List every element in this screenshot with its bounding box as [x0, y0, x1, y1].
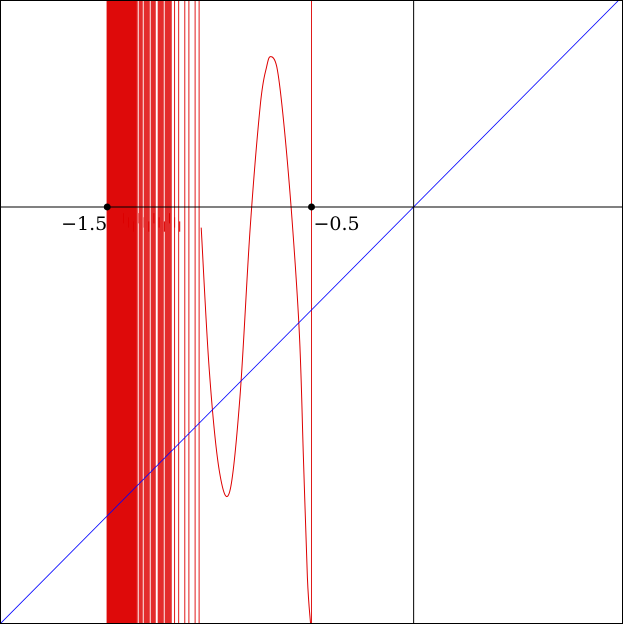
- tick-label: −0.5: [314, 213, 360, 235]
- marked-points: [103, 203, 315, 211]
- marked-point: [308, 203, 315, 211]
- red-curve: [200, 56, 311, 623]
- tick-labels: −1.5 −0.5: [61, 213, 360, 235]
- tick-label: −1.5: [61, 213, 107, 235]
- asymptote-lines: [174, 1, 312, 623]
- dense-oscillation-band: [106, 1, 181, 623]
- marked-point: [103, 203, 111, 211]
